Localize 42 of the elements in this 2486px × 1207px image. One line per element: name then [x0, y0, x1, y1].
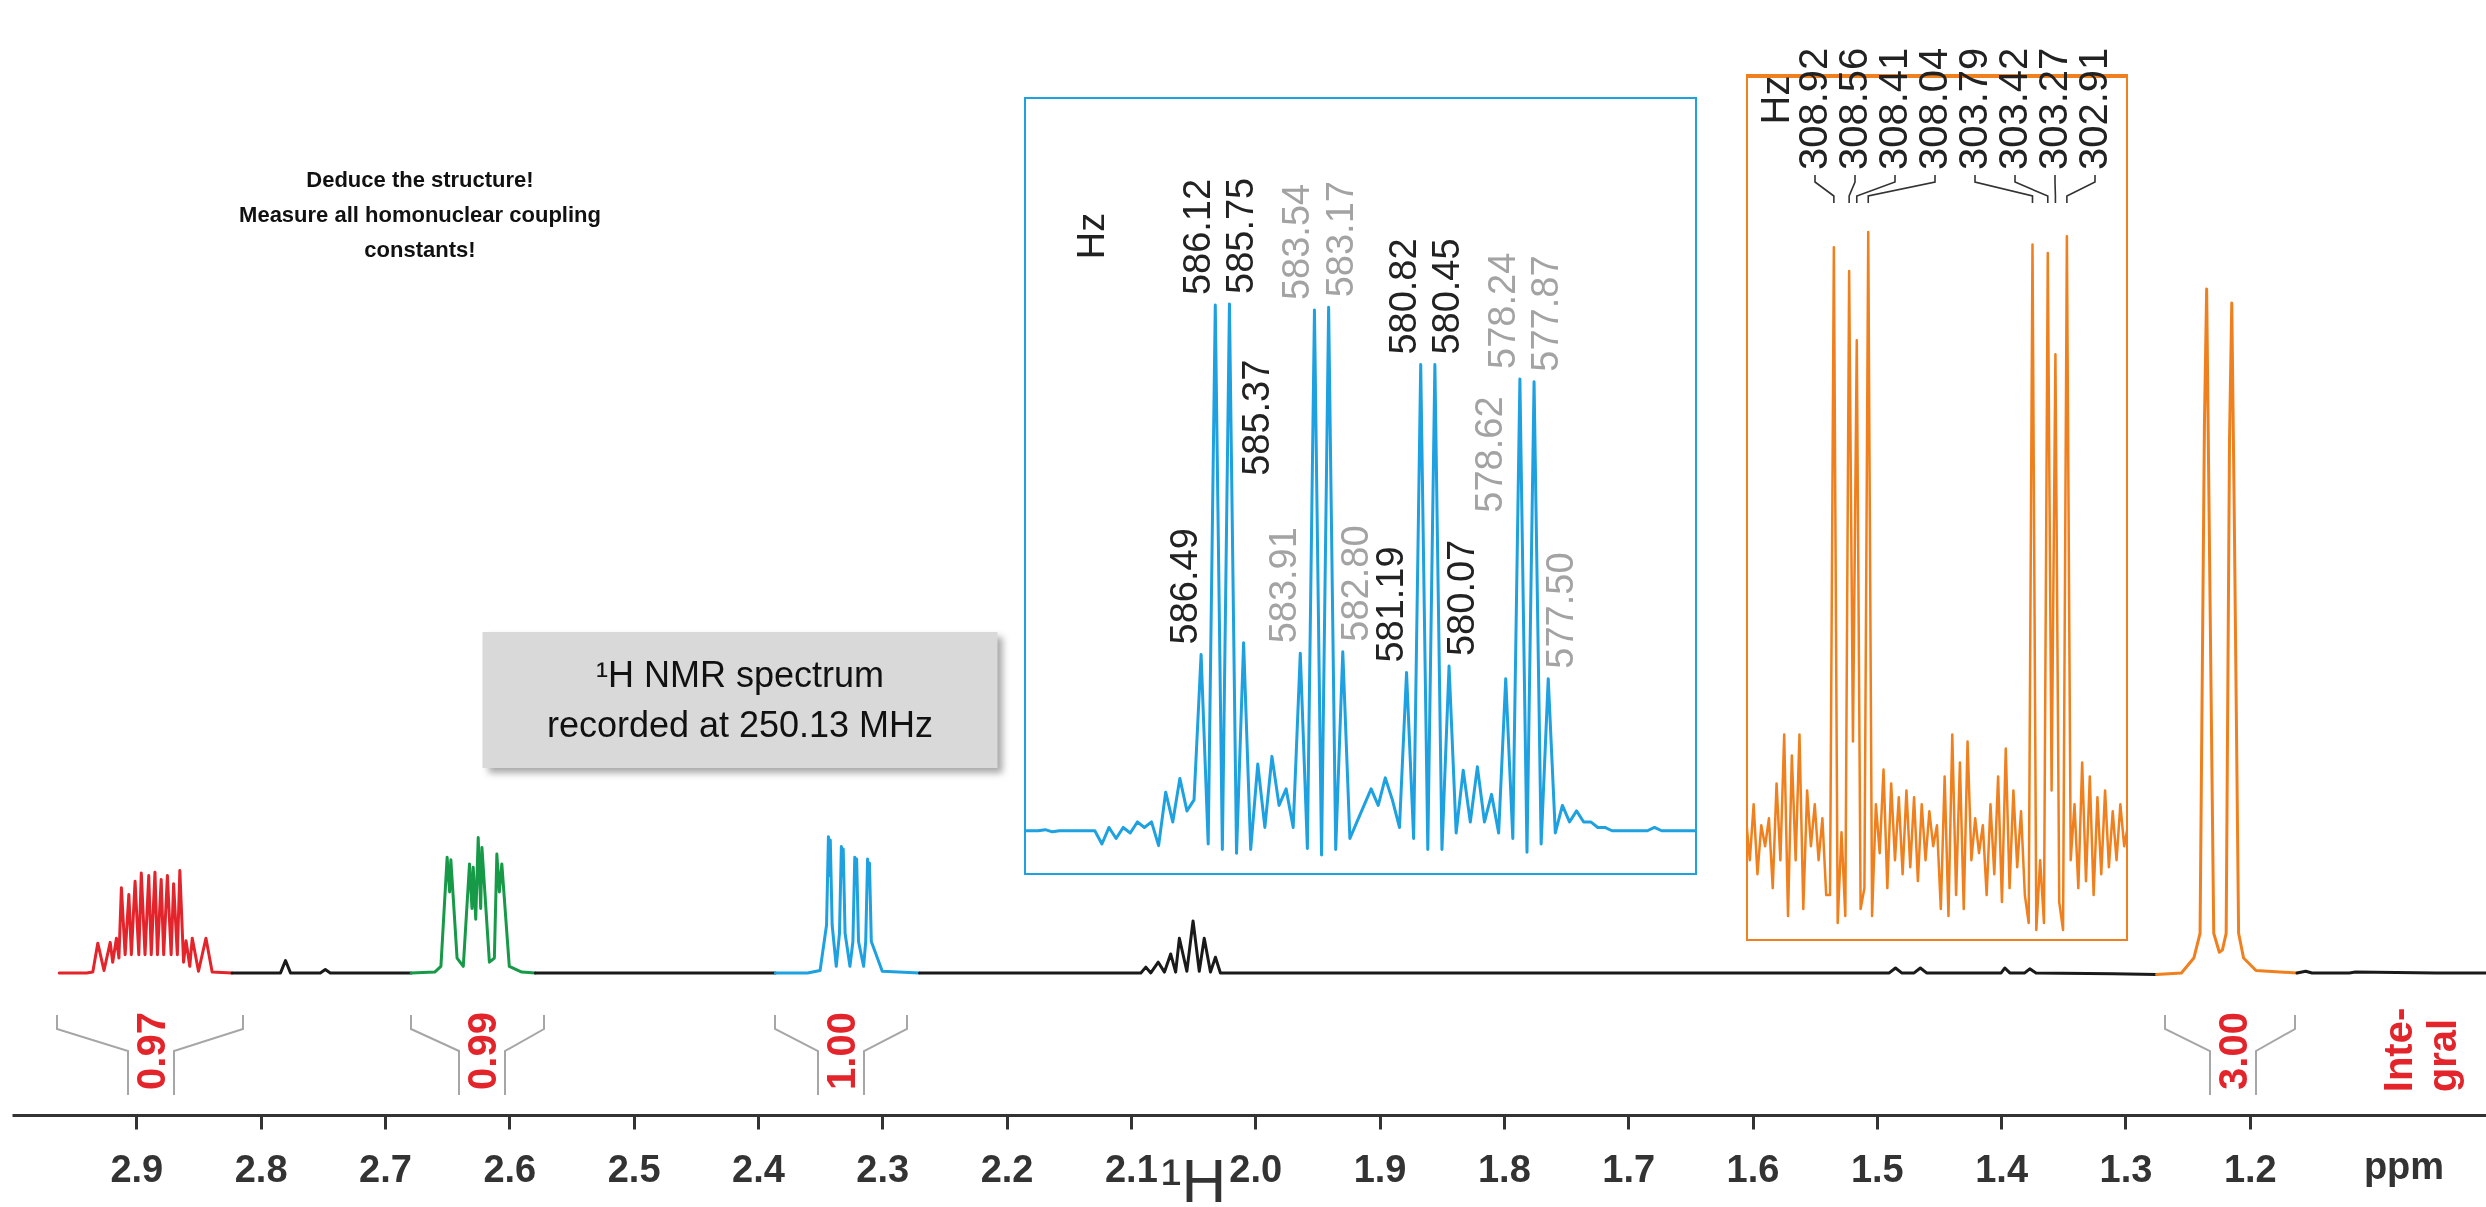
- x-tick-label: 1.3: [2099, 1147, 2153, 1190]
- x-tick-label: 2.7: [359, 1147, 412, 1190]
- annotation: 580.07: [1440, 539, 1483, 657]
- annotation: 583.91: [1262, 527, 1305, 644]
- annotation: 578.24: [1480, 252, 1523, 369]
- annotation: 585.37: [1234, 359, 1277, 476]
- x-tick-label: 2.5: [607, 1147, 661, 1190]
- x-tick-label: 2.1: [1104, 1147, 1158, 1190]
- annotation: 583.54: [1275, 183, 1318, 301]
- annotation: 0.99: [460, 1012, 504, 1090]
- text: Hz: [1069, 212, 1113, 260]
- text: ppm: [2363, 1144, 2445, 1188]
- annotation: 586.12: [1176, 178, 1219, 296]
- x-tick-label: 1.6: [1726, 1147, 1780, 1190]
- x-tick-label: 1.4: [1975, 1147, 2029, 1190]
- annotation: 580.82: [1381, 238, 1424, 355]
- annotation: Inte- gral: [2376, 1007, 2464, 1093]
- x-tick-label: 1.5: [1850, 1147, 1904, 1190]
- x-tick-label: 2.4: [732, 1147, 785, 1190]
- x-tick-label: 2.0: [1229, 1147, 1283, 1190]
- annotation: 586.49: [1163, 528, 1206, 645]
- x-tick-label: 1.9: [1353, 1147, 1407, 1190]
- chart-title: Deduce the structure! Measure all homonuclear coupling constants!: [239, 165, 601, 264]
- x-tick-label: 2.9: [110, 1147, 164, 1190]
- annotation: 1.00: [819, 1012, 863, 1090]
- annotation: 583.17: [1318, 181, 1361, 298]
- annotation: 585.75: [1219, 177, 1262, 295]
- annotation: 577.87: [1524, 255, 1567, 372]
- note-box: ¹H NMR spectrum recorded at 250.13 MHz: [482, 632, 998, 768]
- x-tick-label: 2.3: [856, 1147, 910, 1190]
- x-axis-title: ¹H: [1160, 1145, 1227, 1207]
- x-tick-label: 2.6: [483, 1147, 537, 1190]
- x-tick-label: 2.2: [980, 1147, 1034, 1190]
- annotation: 580.45: [1424, 238, 1467, 355]
- annotation: 577.50: [1539, 552, 1582, 669]
- annotation: 0.97: [129, 1012, 173, 1090]
- x-tick-label: 2.8: [234, 1147, 288, 1190]
- x-tick-label: 1.8: [1477, 1147, 1531, 1190]
- x-tick-label: 1.7: [1602, 1147, 1656, 1190]
- x-tick-label: 1.2: [2223, 1147, 2277, 1190]
- annotation: 578.62: [1467, 396, 1510, 513]
- annotation: 3.00: [2211, 1012, 2255, 1090]
